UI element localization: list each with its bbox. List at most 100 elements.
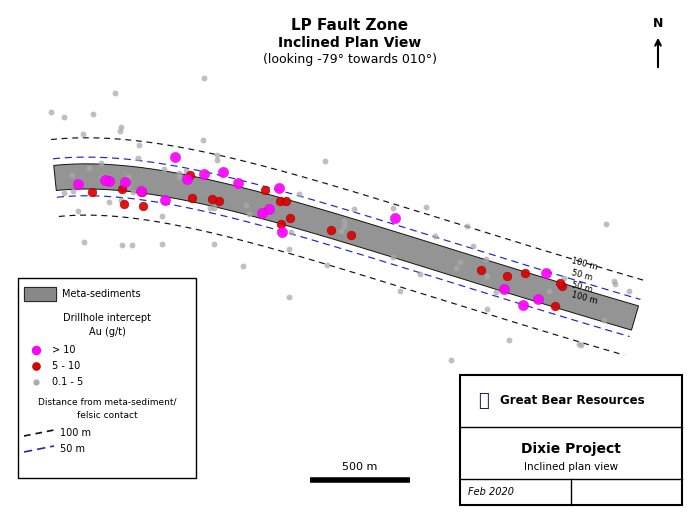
Point (344, 231, 356, 239)
Point (185, 171, 196, 179)
Text: Dixie Project: Dixie Project (521, 442, 621, 456)
Point (207, 195, 218, 203)
Point (127, 188, 138, 196)
Point (122, 173, 133, 181)
Point (540, 269, 552, 277)
Polygon shape (54, 164, 638, 330)
Text: Drillhole intercept: Drillhole intercept (63, 313, 151, 323)
Text: 5 - 10: 5 - 10 (52, 361, 80, 371)
Text: 100 m: 100 m (570, 290, 598, 306)
Point (280, 197, 291, 205)
Point (293, 189, 304, 198)
Point (326, 226, 337, 235)
Point (543, 287, 554, 296)
Point (256, 208, 267, 217)
Point (99, 176, 111, 184)
Point (414, 269, 426, 278)
Point (30, 362, 41, 370)
Point (481, 255, 492, 263)
Point (136, 187, 148, 196)
Point (322, 261, 333, 269)
Point (30, 346, 41, 354)
Point (320, 157, 331, 166)
Point (104, 198, 115, 206)
Bar (18, 278, 196, 478)
Point (169, 153, 181, 161)
Point (238, 261, 249, 270)
Point (554, 279, 566, 287)
Point (503, 336, 514, 345)
Point (445, 356, 456, 364)
Point (211, 150, 223, 159)
Point (232, 179, 244, 187)
Point (45, 108, 56, 116)
Point (97, 173, 108, 181)
Text: 🐾: 🐾 (478, 392, 489, 410)
Point (73, 179, 84, 188)
Text: 100 m: 100 m (60, 428, 91, 438)
Point (475, 266, 486, 275)
Point (276, 228, 287, 237)
Point (217, 167, 228, 176)
Point (211, 156, 223, 165)
Point (204, 204, 216, 213)
Point (78, 238, 89, 247)
Bar (24, 287, 56, 301)
Point (279, 197, 290, 206)
Point (117, 185, 128, 193)
Text: LP Fault Zone: LP Fault Zone (291, 18, 409, 33)
Point (518, 301, 529, 310)
Point (482, 305, 493, 313)
Point (610, 279, 621, 288)
Point (181, 175, 193, 184)
Point (86, 188, 97, 196)
Text: Inclined plan view: Inclined plan view (524, 462, 618, 472)
Point (573, 340, 584, 349)
Point (243, 209, 254, 218)
Point (95, 159, 106, 167)
Point (608, 277, 620, 285)
Point (575, 341, 587, 350)
Point (67, 187, 78, 195)
Point (558, 274, 569, 282)
Point (284, 292, 295, 301)
Point (181, 167, 192, 175)
Text: 0.1 - 5: 0.1 - 5 (52, 377, 83, 387)
Point (338, 217, 349, 225)
Text: Inclined Plan View: Inclined Plan View (279, 36, 421, 50)
Point (160, 196, 171, 205)
Point (274, 196, 286, 205)
Point (197, 136, 209, 145)
Point (394, 287, 405, 295)
Point (389, 214, 400, 222)
Point (186, 194, 197, 202)
Text: Meta-sediments: Meta-sediments (62, 289, 141, 299)
Point (58, 113, 69, 121)
Text: (looking -79° towards 010°): (looking -79° towards 010°) (263, 53, 437, 66)
Point (284, 245, 295, 254)
Point (174, 169, 185, 178)
Point (502, 272, 513, 280)
Text: Au (g/t): Au (g/t) (89, 327, 125, 337)
Text: 100 m: 100 m (570, 256, 598, 272)
Point (74, 176, 85, 185)
Point (104, 177, 115, 186)
Point (285, 214, 296, 222)
Point (461, 222, 472, 230)
Point (116, 241, 127, 249)
Point (533, 295, 544, 304)
Text: Distance from meta-sediment/: Distance from meta-sediment/ (38, 398, 176, 407)
Point (450, 264, 461, 272)
Point (127, 241, 138, 249)
Text: > 10: > 10 (52, 345, 76, 355)
Text: N: N (653, 17, 663, 30)
Point (519, 269, 531, 278)
Point (467, 241, 478, 250)
Point (598, 316, 610, 325)
Point (454, 257, 466, 266)
Point (338, 222, 349, 230)
Point (118, 199, 130, 208)
Point (122, 182, 134, 190)
Point (208, 239, 219, 248)
Point (349, 205, 360, 213)
